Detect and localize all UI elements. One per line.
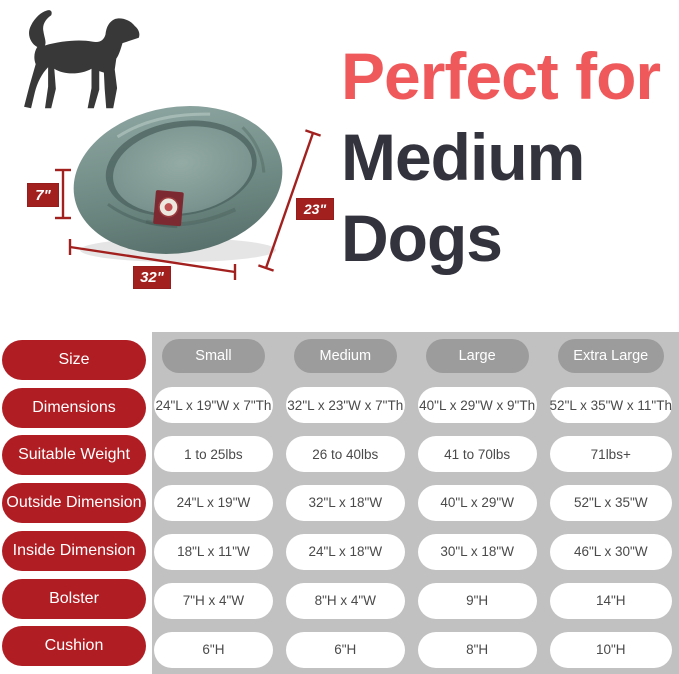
cell-inside-dimension-medium: 24"L x 18"W	[285, 533, 405, 570]
size-chart: Size Dimensions Suitable Weight Outside Dim…	[0, 332, 679, 674]
row-label-size: Size	[2, 339, 146, 380]
row-label-column: Size Dimensions Suitable Weight Outside Dim…	[2, 332, 146, 674]
cell-cushion-medium: 6"H	[285, 631, 405, 668]
dog-silhouette-icon	[24, 10, 140, 109]
row-label-bolster: Bolster	[2, 578, 146, 619]
cell-bolster-extra-large: 14"H	[549, 582, 672, 619]
cell-suitable-weight-extra-large: 71lbs+	[549, 436, 672, 473]
column-header-large: Large	[425, 339, 529, 374]
cell-suitable-weight-small: 1 to 25lbs	[154, 436, 273, 473]
bed-length-label: 32"	[133, 266, 171, 289]
cell-inside-dimension-extra-large: 46"L x 30"W	[549, 533, 672, 570]
size-chart-grid: Small Medium Large Extra Large 24"L x 19"W x…	[154, 332, 672, 674]
cell-inside-dimension-large: 30"L x 18"W	[417, 533, 537, 570]
headline-line-3: Dogs	[341, 201, 503, 275]
brand-tag	[153, 190, 184, 227]
cell-outside-dimension-small: 24"L x 19"W	[154, 484, 273, 521]
hero-section: 7" 32" 23" Perfect for Medium Dogs	[0, 0, 679, 332]
cell-cushion-large: 8"H	[417, 631, 537, 668]
cell-dimensions-extra-large: 52"L x 35"W x 11"Th	[549, 387, 672, 424]
headline-line-1: Perfect for	[341, 39, 661, 113]
cell-inside-dimension-small: 18"L x 11"W	[154, 533, 273, 570]
cell-cushion-extra-large: 10"H	[549, 631, 672, 668]
cell-suitable-weight-medium: 26 to 40lbs	[285, 436, 405, 473]
cell-cushion-small: 6"H	[154, 631, 273, 668]
headline-line-2: Medium	[341, 120, 585, 194]
dog-bed-image	[73, 106, 283, 262]
bolster-height-label: 7"	[27, 183, 59, 207]
headline: Perfect for Medium Dogs	[341, 36, 661, 279]
column-header-extra-large: Extra Large	[557, 339, 664, 374]
row-label-dimensions: Dimensions	[2, 387, 146, 428]
cell-outside-dimension-medium: 32"L x 18"W	[285, 484, 405, 521]
bed-width-label: 23"	[296, 198, 334, 220]
cell-bolster-medium: 8"H x 4"W	[285, 582, 405, 619]
row-label-cushion: Cushion	[2, 626, 146, 667]
cell-outside-dimension-large: 40"L x 29"W	[417, 484, 537, 521]
row-label-inside-dimension: Inside Dimension	[2, 530, 146, 571]
row-label-outside-dimension: Outside Dimension	[2, 483, 146, 523]
cell-suitable-weight-large: 41 to 70lbs	[417, 436, 537, 473]
cell-dimensions-small: 24"L x 19"W x 7"Th	[154, 387, 273, 424]
cell-outside-dimension-extra-large: 52"L x 35"W	[549, 484, 672, 521]
cell-bolster-large: 9"H	[417, 582, 537, 619]
row-label-suitable-weight: Suitable Weight	[2, 435, 146, 476]
cell-dimensions-large: 40"L x 29"W x 9"Th	[417, 387, 537, 424]
cell-dimensions-medium: 32"L x 23"W x 7"Th	[285, 387, 405, 424]
column-header-small: Small	[162, 339, 265, 374]
cell-bolster-small: 7"H x 4"W	[154, 582, 273, 619]
column-header-medium: Medium	[293, 339, 397, 374]
